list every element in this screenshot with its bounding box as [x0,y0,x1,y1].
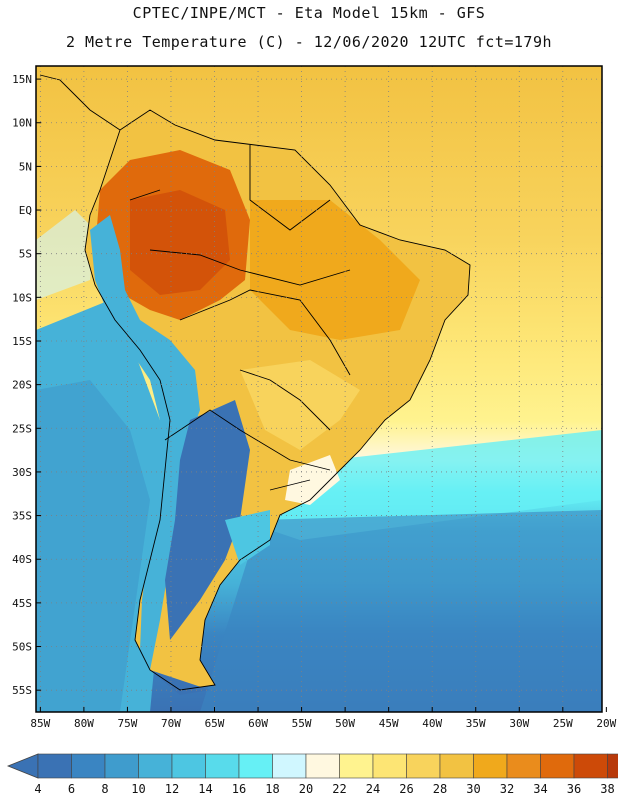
colorbar-swatch [71,753,106,779]
lon-tick-label: 45W [379,717,399,730]
lon-tick-label: 40W [422,717,442,730]
colorbar-label: 14 [198,782,212,796]
lat-tick-label: 50S [12,641,32,654]
colorbar-swatch [439,753,474,779]
lat-tick-label: 45S [12,597,32,610]
colorbar-swatch [104,753,139,779]
lon-tick-label: 35W [466,717,486,730]
lat-tick-label: 30S [12,466,32,479]
colorbar-label: 36 [567,782,581,796]
lon-tick-label: 75W [117,717,137,730]
colorbar-label: 8 [101,782,108,796]
colorbar-swatch [171,753,206,779]
colorbar-label: 18 [265,782,279,796]
lat-tick-label: 25S [12,422,32,435]
lat-tick-label: 5N [19,160,32,173]
title-line-1: CPTEC/INPE/MCT - Eta Model 15km - GFS [132,4,486,22]
colorbar-swatch [205,753,240,779]
colorbar-label: 38 [600,782,614,796]
map-frame [35,65,603,713]
colorbar-swatch [540,753,575,779]
lat-tick-label: 10N [12,117,32,130]
colorbar-label: 16 [232,782,246,796]
lon-tick-label: 50W [335,717,355,730]
lat-tick-label: 10S [12,291,32,304]
colorbar-swatch [607,753,618,779]
colorbar-label: 6 [68,782,75,796]
title-line-2: 2 Metre Temperature (C) - 12/06/2020 12U… [65,33,553,51]
lon-tick-label: 55W [292,717,312,730]
lat-tick-label: 55S [12,684,32,697]
map-field [36,66,602,712]
colorbar-label: 22 [332,782,346,796]
colorbar-swatch [506,753,541,779]
lat-tick-label: 15N [12,73,32,86]
colorbar-swatch [339,753,374,779]
colorbar-swatch [238,753,273,779]
colorbar-label: 32 [500,782,514,796]
colorbar-swatch [138,753,173,779]
colorbar-swatch [473,753,508,779]
colorbar-label: 4 [34,782,41,796]
lon-tick-label: 65W [205,717,225,730]
colorbar-label: 26 [399,782,413,796]
colorbar-swatch [573,753,608,779]
colorbar-label: 28 [433,782,447,796]
lat-tick-label: EQ [19,204,32,217]
colorbar-swatch [37,753,72,779]
colorbar-swatch [406,753,441,779]
lon-tick-label: 60W [248,717,268,730]
lat-tick-label: 5S [19,248,32,261]
lon-tick-label: 80W [74,717,94,730]
colorbar-under-arrow [6,753,39,779]
lat-tick-label: 40S [12,553,32,566]
lon-tick-label: 20W [596,717,616,730]
lat-tick-label: 15S [12,335,32,348]
colorbar-label: 34 [533,782,547,796]
lon-tick-label: 85W [30,717,50,730]
colorbar-label: 30 [466,782,480,796]
colorbar-label: 20 [299,782,313,796]
lat-tick-label: 20S [12,379,32,392]
colorbar-label: 10 [131,782,145,796]
colorbar-swatch [305,753,340,779]
colorbar-swatch [372,753,407,779]
lon-tick-label: 30W [509,717,529,730]
lon-tick-label: 25W [553,717,573,730]
lat-tick-label: 35S [12,510,32,523]
colorbar-label: 24 [366,782,380,796]
lon-tick-label: 70W [161,717,181,730]
colorbar-swatch [272,753,307,779]
colorbar-label: 12 [165,782,179,796]
